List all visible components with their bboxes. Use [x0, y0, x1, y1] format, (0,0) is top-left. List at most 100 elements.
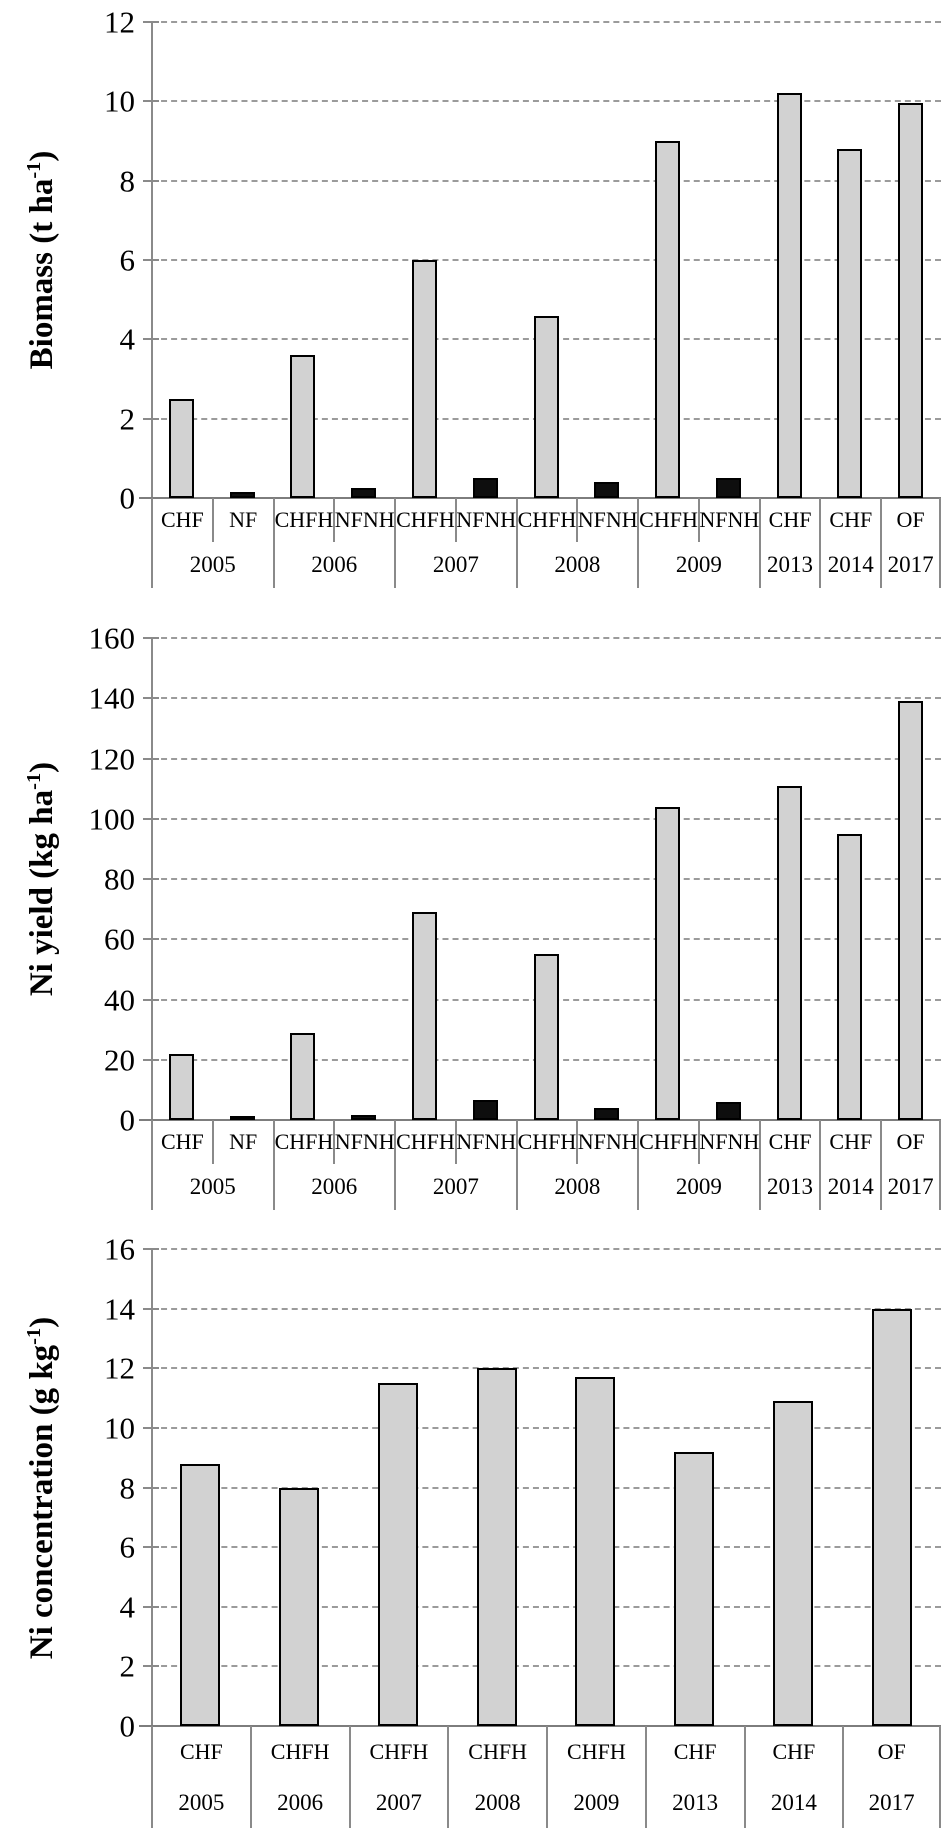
treatment-label-nfnh-2008: NFNH	[576, 498, 637, 542]
gridline-y-8	[151, 179, 941, 182]
treatment-label-nfnh-2006: NFNH	[333, 1120, 394, 1164]
bar-chfh-2007	[411, 260, 437, 498]
bar-chf-2005	[168, 1053, 194, 1120]
x-axis-label-table-ni-concentration: CHF CHFH CHFH CHFH CHFH CHF CHF OF 2005 2006 2007 2…	[151, 1726, 941, 1828]
bar-chf-2014	[772, 1401, 813, 1726]
bar-nfnh-2008	[594, 1107, 620, 1120]
y-tick-label-40: 40	[104, 982, 135, 1017]
x-axis-line	[139, 1725, 941, 1727]
y-tick-label-12: 12	[104, 4, 135, 40]
bar-chf-2013	[776, 785, 802, 1120]
y-tick-label-0: 0	[119, 1708, 136, 1744]
treatment-label-nfnh-2008: NFNH	[576, 1120, 637, 1164]
y-tick-label-10: 10	[104, 83, 135, 119]
bar-of-2017	[898, 103, 924, 498]
year-label-row: 2005 2006 2007 2008 2009 2013 2014 2017	[151, 1164, 941, 1210]
treatment-label-chfh-2009: CHFH	[546, 1726, 645, 1778]
treatment-label-chf-2014: CHF	[819, 498, 880, 542]
year-label-2009: 2009	[637, 1164, 759, 1210]
y-tick-label-20: 20	[104, 1042, 135, 1078]
y-tick-label-6: 6	[119, 242, 136, 278]
bar-nf-2005	[229, 492, 255, 498]
treatment-label-chfh-2007: CHFH	[394, 1120, 455, 1164]
y-tick-label-100: 100	[88, 801, 136, 837]
gridline-y-4	[151, 1605, 941, 1608]
gridline-y-14	[151, 1307, 941, 1310]
y-tick-label-16: 16	[104, 1231, 135, 1267]
bar-chf-2005	[180, 1463, 221, 1726]
bar-chfh-2008	[533, 954, 559, 1120]
gridline-y-2	[151, 1665, 941, 1668]
treatment-label-row: CHF CHFH CHFH CHFH CHFH CHF CHF OF	[151, 1726, 941, 1778]
year-label-2005: 2005	[151, 542, 273, 588]
treatment-label-chfh-2006: CHFH	[272, 1120, 334, 1164]
year-label-2008: 2008	[447, 1778, 546, 1828]
treatment-label-chf-2014: CHF	[819, 1120, 880, 1164]
treatment-label-chfh-2007: CHFH	[394, 498, 455, 542]
year-label-2007: 2007	[348, 1778, 448, 1828]
bar-nf-2005	[229, 1116, 255, 1120]
bar-chfh-2009	[655, 141, 681, 498]
bar-chfh-2006	[290, 355, 316, 498]
y-tick-label-160: 160	[88, 620, 136, 656]
treatment-label-chf-2005: CHF	[151, 498, 212, 542]
gridline-y-16	[151, 1248, 941, 1250]
plot-area-biomass	[139, 21, 941, 499]
bar-chf-2005	[168, 398, 194, 498]
treatment-label-nfnh-2007: NFNH	[454, 498, 516, 542]
year-label-2017: 2017	[842, 1778, 941, 1828]
gridline-y-6	[151, 1546, 941, 1549]
year-label-row: 2005 2006 2007 2008 2009 2013 2014 2017	[151, 542, 941, 588]
bar-chfh-2007	[377, 1383, 418, 1726]
treatment-label-chf-2005: CHF	[151, 1726, 250, 1778]
y-tick-label-8: 8	[119, 1470, 136, 1505]
y-tick-label-10: 10	[104, 1410, 135, 1446]
x-axis-label-table-ni-yield: CHF NF CHFH NFNH CHFH NFNH CHFH NFNH CHFH NFNH CHF…	[151, 1120, 941, 1210]
plot-area-ni-yield	[139, 637, 941, 1121]
treatment-label-chf-2013: CHF	[758, 1120, 820, 1164]
bar-chf-2014	[837, 148, 863, 498]
bar-nfnh-2008	[594, 482, 620, 498]
y-tick-label-6: 6	[119, 1529, 136, 1565]
year-label-2006: 2006	[272, 542, 395, 588]
y-axis-line	[151, 22, 153, 498]
treatment-label-chfh-2007: CHFH	[348, 1726, 448, 1778]
year-label-2008: 2008	[515, 1164, 638, 1210]
y-tick-label-120: 120	[88, 741, 136, 776]
treatment-label-chf-2013: CHF	[644, 1726, 744, 1778]
treatment-label-chf-2014: CHF	[743, 1726, 843, 1778]
y-tick-label-2: 2	[119, 401, 136, 437]
year-label-row: 2005 2006 2007 2008 2009 2013 2014 2017	[151, 1778, 941, 1828]
bar-nfnh-2007	[472, 478, 498, 498]
gridline-y-12	[151, 21, 941, 23]
treatment-label-nfnh-2006: NFNH	[333, 498, 394, 542]
year-label-2008: 2008	[515, 542, 638, 588]
bar-of-2017	[898, 701, 924, 1120]
y-tick-label-8: 8	[119, 163, 136, 199]
gridline-y-80	[151, 878, 941, 880]
year-label-2005: 2005	[151, 1164, 273, 1210]
bar-of-2017	[871, 1308, 912, 1726]
year-label-2006: 2006	[249, 1778, 349, 1828]
gridline-y-12	[151, 1367, 941, 1370]
y-tick-label-12: 12	[104, 1350, 135, 1386]
bar-nfnh-2009	[715, 478, 741, 498]
gridline-y-6	[151, 259, 941, 261]
treatment-label-chfh-2008: CHFH	[515, 1120, 577, 1164]
year-label-2007: 2007	[394, 542, 516, 588]
treatment-label-of-2017: OF	[842, 1726, 941, 1778]
treatment-label-nf-2005: NF	[211, 1120, 273, 1164]
y-axis-title-close: )	[24, 150, 60, 162]
year-label-2017: 2017	[880, 1164, 941, 1210]
treatment-label-nfnh-2009: NFNH	[697, 498, 759, 542]
gridline-y-10	[151, 1426, 941, 1429]
treatment-label-row: CHF NF CHFH NFNH CHFH NFNH CHFH NFNH CHFH NFNH CHF…	[151, 498, 941, 542]
year-label-2014: 2014	[819, 1164, 880, 1210]
gridline-y-120	[151, 757, 941, 760]
y-tick-label-80: 80	[104, 861, 135, 897]
y-tick-label-4: 4	[119, 321, 136, 357]
treatment-label-chf-2005: CHF	[151, 1120, 212, 1164]
y-axis-title-superscript: -1	[23, 1327, 45, 1345]
gridline-y-10	[151, 100, 941, 103]
year-label-2009: 2009	[637, 542, 759, 588]
